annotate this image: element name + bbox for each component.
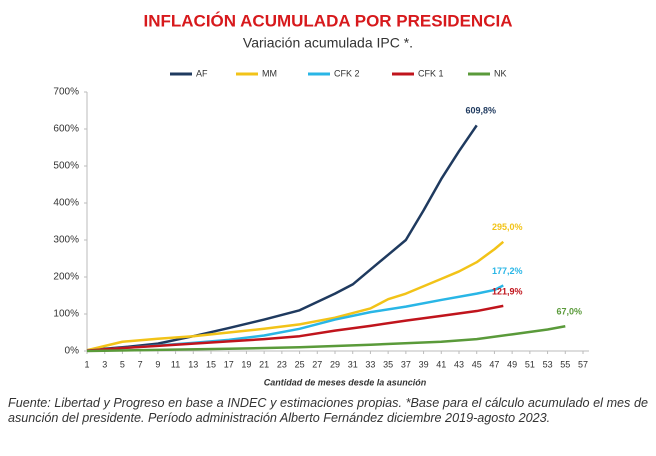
y-tick-label: 500% <box>53 161 79 172</box>
x-tick-label: 35 <box>383 359 393 369</box>
series-line <box>86 324 566 353</box>
x-tick-label: 51 <box>525 359 535 369</box>
x-tick-label: 3 <box>102 359 107 369</box>
legend-label: MM <box>262 68 277 78</box>
x-tick-label: 19 <box>241 359 251 369</box>
legend-label: CFK 2 <box>334 68 360 78</box>
x-tick-label: 31 <box>348 359 358 369</box>
chart: INFLACIÓN ACUMULADA POR PRESIDENCIA Vari… <box>53 11 589 387</box>
x-tick-label: 9 <box>155 359 160 369</box>
footnote: Fuente: Libertad y Progreso en base a IN… <box>8 396 648 425</box>
series-line <box>86 124 478 352</box>
x-tick-label: 45 <box>472 359 482 369</box>
data-label: 295,0% <box>492 222 523 232</box>
y-tick-label: 100% <box>53 309 79 320</box>
y-tick-label: 0% <box>65 346 80 357</box>
x-tick-label: 53 <box>543 359 553 369</box>
legend-label: AF <box>196 68 208 78</box>
chart-subtitle: Variación acumulada IPC *. <box>243 35 413 51</box>
x-tick-label: 41 <box>436 359 446 369</box>
x-tick-label: 17 <box>224 359 234 369</box>
x-tick-label: 57 <box>578 359 588 369</box>
series-line <box>86 240 505 352</box>
x-tick-label: 23 <box>277 359 287 369</box>
chart-title: INFLACIÓN ACUMULADA POR PRESIDENCIA <box>144 11 513 30</box>
data-label: 177,2% <box>492 266 523 276</box>
x-tick-label: 5 <box>120 359 125 369</box>
x-tick-label: 55 <box>560 359 570 369</box>
x-tick-label: 43 <box>454 359 464 369</box>
data-label: 609,8% <box>465 106 496 116</box>
x-tick-label: 11 <box>171 359 180 369</box>
x-tick-label: 13 <box>188 359 198 369</box>
y-tick-label: 700% <box>53 87 79 98</box>
x-tick-label: 37 <box>401 359 411 369</box>
y-tick-label: 400% <box>53 198 79 209</box>
x-tick-label: 47 <box>489 359 499 369</box>
x-tick-label: 1 <box>84 359 89 369</box>
y-tick-label: 300% <box>53 235 79 246</box>
legend-label: CFK 1 <box>418 68 444 78</box>
x-tick-label: 29 <box>330 359 340 369</box>
x-tick-label: 33 <box>365 359 375 369</box>
series-line <box>86 304 504 352</box>
y-tick-label: 200% <box>53 272 79 283</box>
x-tick-label: 49 <box>507 359 517 369</box>
x-tick-label: 15 <box>206 359 216 369</box>
x-axis-label: Cantidad de meses desde la asunción <box>264 377 427 387</box>
x-tick-label: 27 <box>312 359 322 369</box>
x-tick-label: 7 <box>138 359 143 369</box>
legend-label: NK <box>494 68 507 78</box>
y-tick-label: 600% <box>53 124 79 135</box>
x-tick-label: 21 <box>259 359 269 369</box>
data-label: 121,9% <box>492 286 523 296</box>
x-tick-label: 25 <box>295 359 305 369</box>
data-label: 67,0% <box>557 307 583 317</box>
x-tick-label: 39 <box>419 359 429 369</box>
